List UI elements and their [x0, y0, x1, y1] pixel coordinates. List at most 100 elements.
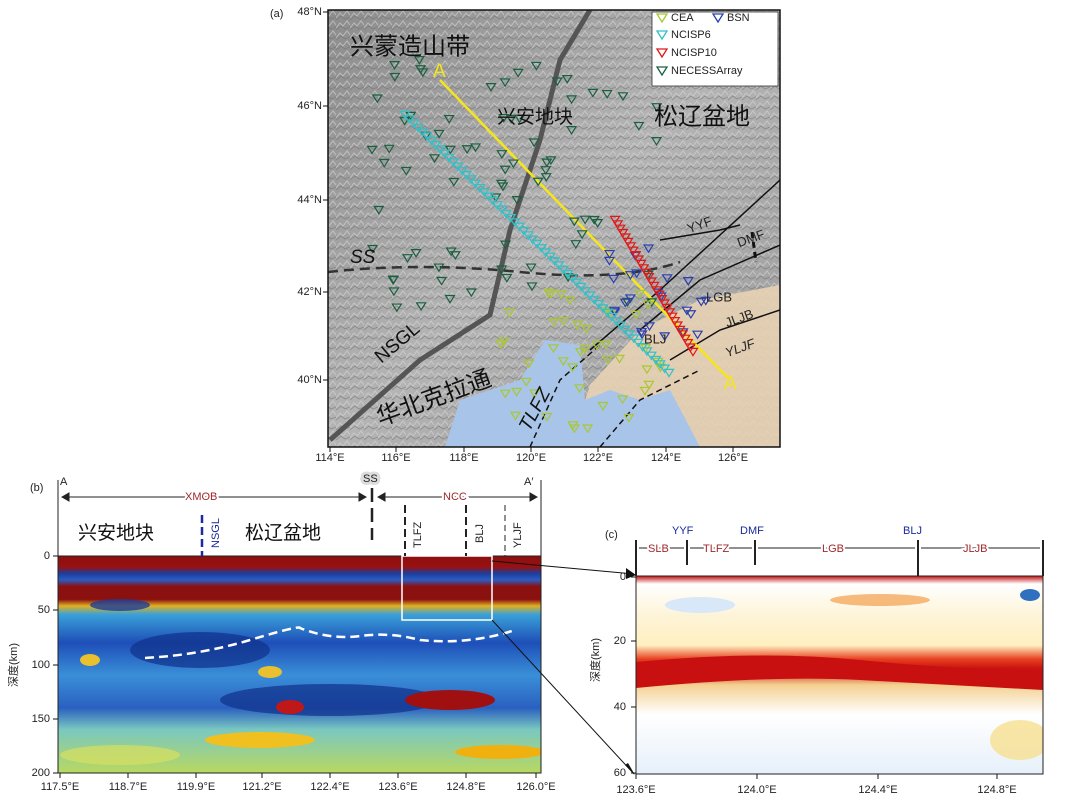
- station: [499, 240, 512, 250]
- station: [582, 424, 594, 434]
- station: [646, 298, 658, 308]
- station: [617, 395, 629, 405]
- region-label: 松辽盆地: [245, 522, 321, 544]
- y-tick-label: 0: [620, 571, 626, 583]
- tectonic-unit: NCC: [443, 491, 467, 503]
- station: [399, 110, 411, 120]
- station: [617, 92, 629, 102]
- station: [535, 244, 547, 254]
- zoom-frame: [635, 575, 1044, 775]
- station: [527, 235, 539, 245]
- station: [528, 138, 540, 148]
- section-end: A: [60, 476, 68, 488]
- station: [642, 300, 654, 310]
- section-end: A′: [524, 476, 533, 488]
- station: [443, 114, 455, 124]
- fault-label: YLJF: [512, 522, 524, 548]
- station: [366, 244, 379, 254]
- station: [671, 321, 683, 331]
- station: [641, 365, 653, 375]
- station: [545, 156, 557, 166]
- map-frame: [327, 9, 781, 448]
- station: [615, 321, 627, 331]
- station: [606, 312, 618, 322]
- station: [666, 312, 678, 322]
- station: [636, 330, 648, 340]
- station: [641, 347, 653, 357]
- station: [575, 282, 587, 292]
- station: [505, 114, 517, 124]
- station: [483, 192, 495, 202]
- lat-tick-label: 46°N: [297, 100, 322, 112]
- fault-label: BLJ: [903, 525, 922, 537]
- station: [627, 246, 639, 256]
- fault-label: NSGL: [210, 518, 222, 548]
- station: [591, 341, 603, 351]
- station: [469, 179, 481, 189]
- station: [430, 140, 442, 150]
- station: [656, 295, 668, 304]
- station: [628, 334, 640, 344]
- station: [545, 289, 557, 299]
- station: [433, 129, 445, 139]
- station: [512, 68, 524, 78]
- station: [465, 175, 477, 185]
- station: [501, 273, 513, 283]
- station: [632, 338, 644, 348]
- station: [687, 347, 699, 357]
- station: [619, 298, 631, 308]
- legend-entry: NECESSArray: [671, 65, 743, 77]
- station: [584, 291, 596, 301]
- station: [553, 261, 565, 271]
- tectonic-unit: XMOB: [185, 491, 217, 503]
- station: [415, 302, 427, 312]
- lon-tick-label: 114°E: [315, 452, 344, 464]
- station: [528, 389, 541, 399]
- station: [576, 230, 588, 240]
- lon-tick-label: 120°E: [516, 452, 546, 464]
- station: [478, 188, 490, 198]
- station: [669, 317, 681, 326]
- station: [564, 296, 576, 306]
- station: [643, 380, 655, 390]
- station: [439, 149, 451, 159]
- map-label: 松辽盆地: [654, 103, 750, 130]
- x-tick-label: 117.5°E: [41, 781, 79, 793]
- station: [557, 265, 569, 275]
- zoom-top-annotations: [635, 540, 1044, 576]
- y-tick-label: 150: [32, 713, 50, 725]
- y-tick-label: 20: [614, 635, 626, 647]
- map: [328, 10, 780, 447]
- station: [612, 220, 624, 230]
- station: [574, 384, 586, 394]
- station: [557, 357, 569, 367]
- station: [579, 287, 591, 297]
- legend-entry: NCISP6: [671, 29, 711, 41]
- velocity-section: [58, 556, 541, 773]
- station: [511, 195, 523, 205]
- unit-label: TLFZ: [703, 543, 730, 555]
- legend-entry: NCISP10: [671, 47, 717, 59]
- station: [654, 360, 666, 370]
- station: [544, 252, 556, 262]
- station: [511, 387, 523, 397]
- map-label: SS: [350, 247, 376, 268]
- station: [542, 288, 555, 298]
- station: [415, 65, 427, 75]
- station: [421, 132, 433, 142]
- station: [387, 276, 399, 286]
- station: [474, 183, 486, 193]
- station: [580, 324, 592, 334]
- station: [679, 334, 691, 344]
- station: [682, 277, 694, 286]
- station: [661, 274, 673, 284]
- station: [601, 89, 613, 99]
- station: [623, 413, 635, 423]
- station: [632, 255, 644, 265]
- station: [566, 274, 578, 284]
- station: [635, 259, 647, 269]
- lon-tick-label: 124°E: [651, 452, 681, 464]
- station: [509, 218, 521, 228]
- station: [461, 145, 473, 155]
- y-tick-label: 50: [38, 604, 50, 616]
